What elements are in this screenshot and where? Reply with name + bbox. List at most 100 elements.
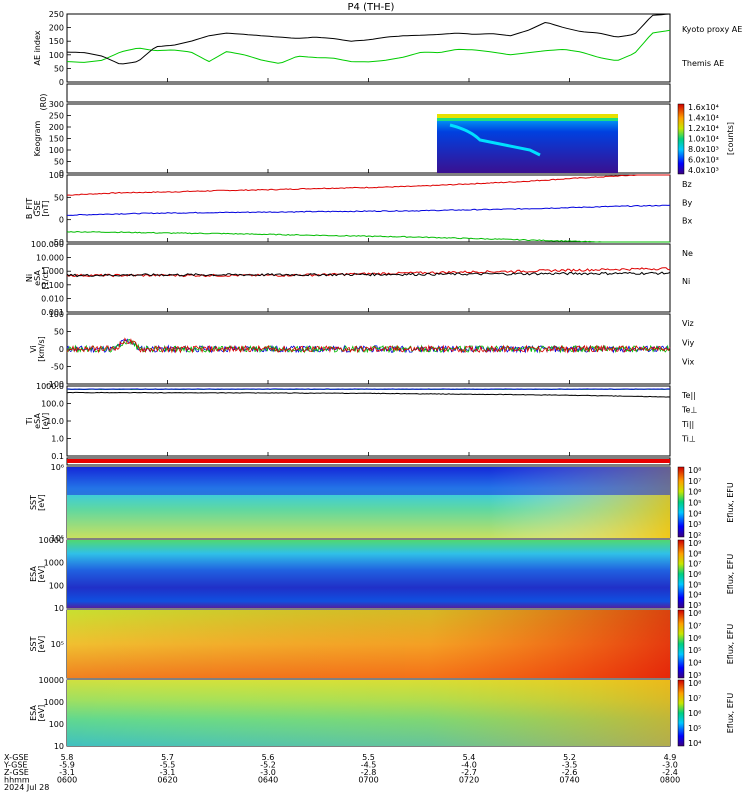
sst-ion-spectrogram <box>67 610 670 678</box>
y-tick-label: 10 <box>54 742 64 751</box>
colorbar-tick-label: 10⁴ <box>688 591 701 600</box>
y-tick-label: 50 <box>54 193 64 202</box>
colorbar-tick-label: 10⁹ <box>688 539 701 548</box>
esa-ion-spectrogram <box>67 680 670 746</box>
y-axis-label: Ti <box>25 418 34 426</box>
y-tick-label: 0.001 <box>41 308 64 317</box>
x-tick-label: -5.9 <box>59 761 75 770</box>
y-tick-label: 1.000 <box>41 267 64 276</box>
plot-title: P4 (TH-E) <box>348 2 395 13</box>
legend-label: Bz <box>682 180 692 189</box>
y-tick-label: 0 <box>59 169 64 178</box>
x-axis-row-label: Y-GSE <box>3 761 27 770</box>
legend-label: Te|| <box>681 391 696 400</box>
colorbar-tick-label: 10⁵ <box>688 724 701 733</box>
colorbar-tick-label: 10⁶ <box>688 570 701 579</box>
colorbar-label: Eflux, EFU <box>726 624 735 665</box>
series-line-kyotoproxyae <box>66 29 671 64</box>
legend-label: Te⊥ <box>681 406 697 415</box>
series-line-by <box>66 204 671 216</box>
y-axis-label: Keogram <box>33 120 42 156</box>
divider-frame <box>66 83 671 103</box>
colorbars <box>677 103 685 747</box>
x-tick-label: 4.9 <box>664 753 677 762</box>
x-tick-label: -4.0 <box>461 761 477 770</box>
y-tick-label: 1000.0 <box>36 382 64 391</box>
y-tick-label: 10.0 <box>46 417 64 426</box>
y-tick-label: 10000 <box>39 536 64 545</box>
x-tick-label: -4.5 <box>361 761 377 770</box>
y-axis-label: [eV] <box>37 705 46 722</box>
y-tick-label: 0 <box>59 78 64 87</box>
y-axis-label: Ni <box>25 274 34 282</box>
y-axis-label: [nT] <box>41 200 50 216</box>
legend-label: Kyoto proxy AE <box>682 25 742 34</box>
y-axis-label: [1/cc] <box>41 267 50 290</box>
y-tick-label: 1.0 <box>51 435 64 444</box>
colorbar-tick-label: 1.2x10⁴ <box>688 124 719 133</box>
y-axis-label: Vi <box>29 345 38 353</box>
y-tick-label: 50 <box>54 158 64 167</box>
panel-frame-n <box>66 243 671 313</box>
sst-ion-colorbar <box>677 609 685 679</box>
legend-label: By <box>682 198 692 207</box>
y-axis-label: eSA <box>33 270 42 286</box>
x-axis-row-label: X-GSE <box>4 753 29 762</box>
esa-ion-colorbar <box>677 679 685 747</box>
colorbar-tick-label: 10³ <box>688 671 701 680</box>
y-tick-label: 0.100 <box>41 281 64 290</box>
y-tick-label: 0.1 <box>51 452 64 461</box>
y-tick-label: 100 <box>49 310 64 319</box>
keogram-image <box>437 114 618 173</box>
legend-label: Bx <box>682 217 692 226</box>
y-tick-label: -100 <box>46 380 64 389</box>
y-tick-label: 0.010 <box>41 294 64 303</box>
y-tick-label: 1000 <box>44 559 64 568</box>
esa-electron-colorbar <box>677 539 685 609</box>
y-tick-label: 10000 <box>39 676 64 685</box>
x-tick-label: 0800 <box>660 776 680 785</box>
colorbar-tick-label: 10⁷ <box>688 621 701 630</box>
y-axis-label: ESA <box>29 705 38 721</box>
panel-frame-t <box>66 385 671 457</box>
legend-label: Ti|| <box>681 420 694 429</box>
sst-electron-spectrogram <box>67 467 670 538</box>
y-tick-label: 200 <box>49 123 64 132</box>
x-tick-label: -3.1 <box>59 768 75 777</box>
x-tick-label: 5.5 <box>362 753 375 762</box>
y-tick-label: 200 <box>49 24 64 33</box>
x-tick-label: -2.4 <box>662 768 678 777</box>
y-tick-label: 100 <box>49 146 64 155</box>
colorbar-tick-label: 10⁶ <box>688 488 701 497</box>
y-tick-label: 100 <box>49 51 64 60</box>
x-tick-label: 0740 <box>559 776 579 785</box>
x-tick-label: -3.1 <box>160 768 176 777</box>
colorbar-tick-label: 10⁴ <box>688 659 701 668</box>
x-tick-label: 5.2 <box>563 753 576 762</box>
x-tick-label: 0700 <box>358 776 378 785</box>
colorbar-tick-label: 10⁴ <box>688 739 701 748</box>
colorbar-tick-label: 10⁵ <box>688 499 701 508</box>
y-axis-label: SST <box>29 495 38 510</box>
y-tick-label: 150 <box>49 37 64 46</box>
y-tick-label: 0 <box>59 216 64 225</box>
x-tick-label: 0620 <box>157 776 177 785</box>
y-tick-label: 10.000 <box>36 254 64 263</box>
colorbar-tick-label: 10⁸ <box>688 466 701 475</box>
x-tick-label: -2.8 <box>361 768 377 777</box>
y-tick-label: 250 <box>49 112 64 121</box>
colorbar-tick-label: 1.0x10⁴ <box>688 135 719 144</box>
y-axis-label: [km/s] <box>37 336 46 362</box>
colorbar-tick-label: 1.6x10⁴ <box>688 103 719 112</box>
x-tick-label: 5.6 <box>262 753 275 762</box>
y-axis-label: SST <box>29 636 38 651</box>
x-tick-label: -3.0 <box>662 761 678 770</box>
velocity-trace <box>66 337 671 354</box>
y-axis-label: [eV] <box>37 494 46 511</box>
y-tick-label: 100 <box>49 171 64 180</box>
y-tick-label: 300 <box>49 100 64 109</box>
colorbar-label: Eflux, EFU <box>726 693 735 734</box>
colorbar-tick-label: 8.0x10³ <box>688 145 719 154</box>
x-tick-label: 0720 <box>459 776 479 785</box>
colorbar-tick-label: 10⁷ <box>688 694 701 703</box>
